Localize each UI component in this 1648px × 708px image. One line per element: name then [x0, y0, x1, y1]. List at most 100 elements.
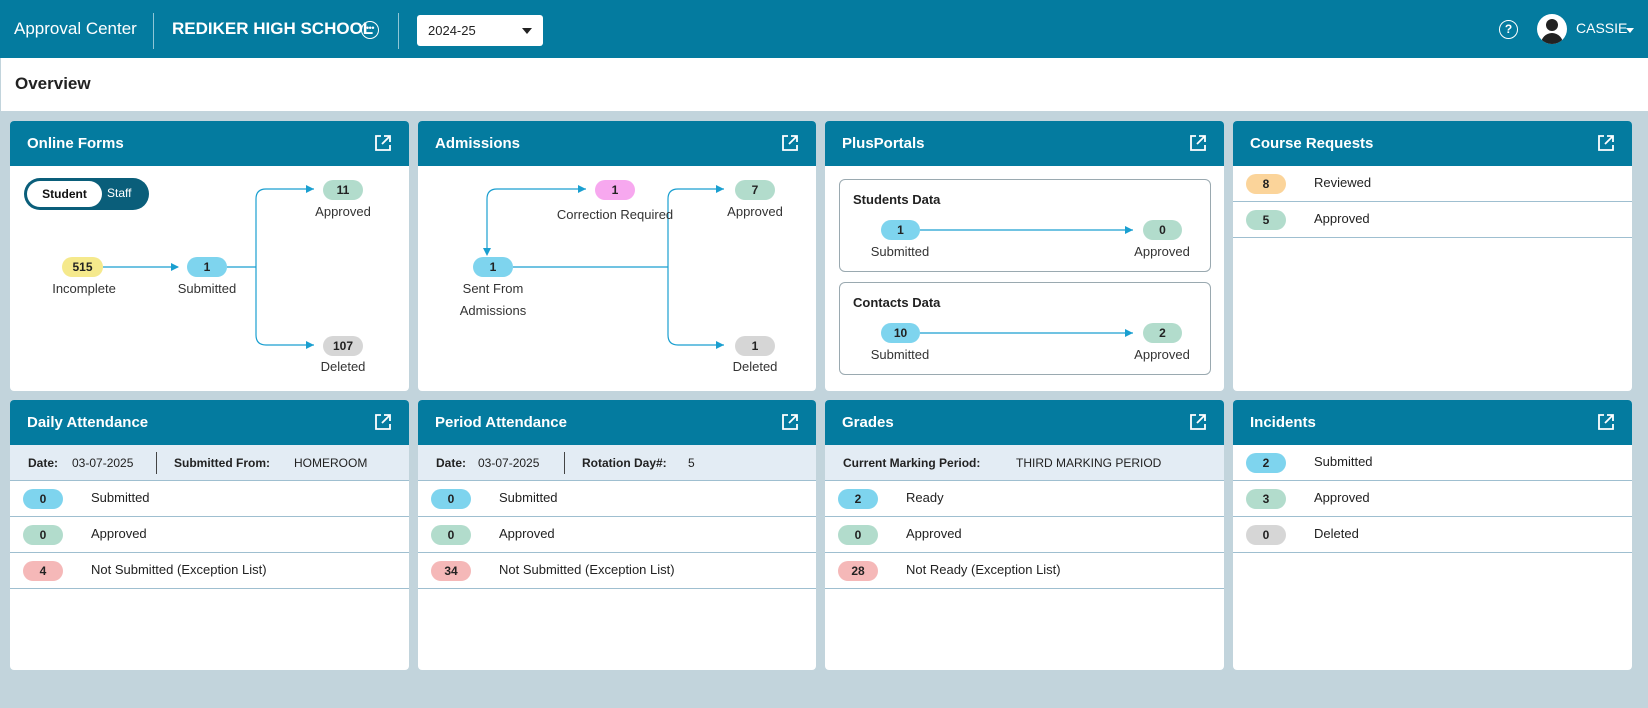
correction-required-count[interactable]: 1 [595, 180, 635, 200]
reviewed-count: 8 [1246, 174, 1286, 194]
contacts-approved-count[interactable]: 2 [1143, 323, 1182, 343]
submitted-from-value: HOMEROOM [294, 456, 368, 470]
course-requests-card: Course Requests 8 Reviewed 5 Approved [1233, 121, 1632, 391]
list-item[interactable]: 5 Approved [1233, 202, 1632, 238]
user-name[interactable]: CASSIE [1576, 20, 1628, 36]
toggle-student[interactable]: Student [27, 181, 102, 207]
sent-from-label: Sent From [462, 281, 524, 296]
approved-label: Approved [727, 204, 783, 219]
card-header: Admissions [418, 121, 816, 166]
more-options-icon[interactable]: ••• [361, 21, 379, 39]
card-title: Incidents [1250, 414, 1316, 431]
incomplete-label: Incomplete [52, 281, 116, 296]
list-item[interactable]: 0 Approved [10, 517, 409, 553]
reviewed-label: Reviewed [1314, 175, 1372, 190]
list-item[interactable]: 0 Approved [825, 517, 1224, 553]
submitted-label: Submitted [177, 281, 237, 296]
deleted-label: Deleted [1314, 526, 1359, 541]
page-header: Overview [1, 58, 1648, 111]
card-title: PlusPortals [842, 135, 925, 152]
user-menu-caret-icon[interactable] [1626, 28, 1634, 33]
card-title: Course Requests [1250, 135, 1374, 152]
online-forms-card: Online Forms Student Staff 515 Incomplet… [10, 121, 409, 391]
approved-count: 5 [1246, 210, 1286, 230]
help-icon[interactable]: ? [1499, 20, 1518, 39]
external-link-icon[interactable] [1596, 133, 1616, 153]
card-header: Incidents [1233, 400, 1632, 445]
school-year-select[interactable]: 2024-25 [417, 15, 543, 46]
date-label: Date: [436, 456, 467, 470]
card-title: Admissions [435, 135, 521, 152]
divider [398, 13, 399, 49]
app-title[interactable]: Approval Center [14, 19, 137, 38]
card-header: Daily Attendance [10, 400, 409, 445]
approved-count: 0 [838, 525, 878, 545]
admissions-card: Admissions 1 Correction Required 1 Sent … [418, 121, 816, 391]
card-header: Period Attendance [418, 400, 816, 445]
list-item[interactable]: 3 Approved [1233, 481, 1632, 517]
deleted-label: Deleted [732, 359, 778, 374]
students-submitted-label: Submitted [870, 244, 930, 259]
list-item[interactable]: 8 Reviewed [1233, 166, 1632, 202]
deleted-count[interactable]: 107 [323, 336, 363, 356]
students-approved-count[interactable]: 0 [1143, 220, 1182, 240]
sent-from-admissions-count[interactable]: 1 [473, 257, 513, 277]
approved-count[interactable]: 7 [735, 180, 775, 200]
contacts-submitted-count[interactable]: 10 [881, 323, 920, 343]
daily-attendance-card: Daily Attendance Date: 03-07-2025 Submit… [10, 400, 409, 670]
info-bar: Date: 03-07-2025 Submitted From: HOMEROO… [10, 445, 409, 481]
flow-arrow [920, 329, 1133, 337]
approved-count[interactable]: 11 [323, 180, 363, 200]
incomplete-count[interactable]: 515 [62, 257, 103, 277]
approved-label: Approved [906, 526, 962, 541]
date-value: 03-07-2025 [478, 456, 540, 470]
info-bar: Current Marking Period: THIRD MARKING PE… [825, 445, 1224, 481]
not-ready-label: Not Ready (Exception List) [906, 562, 1061, 577]
list-item[interactable]: 0 Submitted [10, 481, 409, 517]
students-submitted-count[interactable]: 1 [881, 220, 920, 240]
submitted-count: 2 [1246, 453, 1286, 473]
not-submitted-label: Not Submitted (Exception List) [499, 562, 675, 577]
list-item[interactable]: 4 Not Submitted (Exception List) [10, 553, 409, 589]
contacts-data-title: Contacts Data [853, 295, 941, 310]
submitted-count[interactable]: 1 [187, 257, 227, 277]
external-link-icon[interactable] [373, 412, 393, 432]
approved-label: Approved [1314, 211, 1370, 226]
student-staff-toggle[interactable]: Student Staff [24, 178, 149, 210]
deleted-count[interactable]: 1 [735, 336, 775, 356]
not-ready-count: 28 [838, 561, 878, 581]
avatar[interactable] [1537, 14, 1567, 44]
submitted-from-label: Submitted From: [174, 456, 270, 470]
external-link-icon[interactable] [1596, 412, 1616, 432]
external-link-icon[interactable] [1188, 412, 1208, 432]
submitted-count: 0 [431, 489, 471, 509]
divider [564, 452, 565, 474]
deleted-label: Deleted [320, 359, 366, 374]
approved-count: 0 [23, 525, 63, 545]
rotation-day-label: Rotation Day#: [582, 456, 667, 470]
card-title: Online Forms [27, 135, 124, 152]
students-data-title: Students Data [853, 192, 941, 207]
external-link-icon[interactable] [780, 412, 800, 432]
card-header: Course Requests [1233, 121, 1632, 166]
toggle-staff[interactable]: Staff [107, 186, 132, 200]
list-item[interactable]: 2 Ready [825, 481, 1224, 517]
submitted-label: Submitted [91, 490, 150, 505]
info-bar: Date: 03-07-2025 Rotation Day#: 5 [418, 445, 816, 481]
incidents-card: Incidents 2 Submitted 3 Approved 0 Delet… [1233, 400, 1632, 670]
external-link-icon[interactable] [1188, 133, 1208, 153]
list-item[interactable]: 2 Submitted [1233, 445, 1632, 481]
approved-count: 0 [431, 525, 471, 545]
school-name[interactable]: REDIKER HIGH SCHOOL [172, 19, 374, 38]
card-title: Daily Attendance [27, 414, 149, 431]
ready-label: Ready [906, 490, 944, 505]
list-item[interactable]: 28 Not Ready (Exception List) [825, 553, 1224, 589]
approved-count: 3 [1246, 489, 1286, 509]
list-item[interactable]: 34 Not Submitted (Exception List) [418, 553, 816, 589]
submitted-label: Submitted [499, 490, 558, 505]
flow-arrow [920, 226, 1133, 234]
list-item[interactable]: 0 Submitted [418, 481, 816, 517]
ready-count: 2 [838, 489, 878, 509]
list-item[interactable]: 0 Approved [418, 517, 816, 553]
list-item[interactable]: 0 Deleted [1233, 517, 1632, 553]
